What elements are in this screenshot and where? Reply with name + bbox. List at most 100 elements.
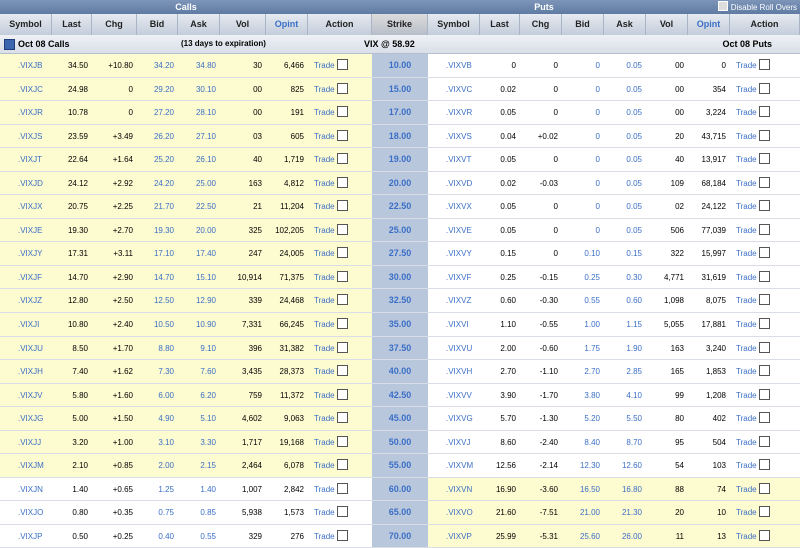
call-action[interactable]: Trade bbox=[308, 524, 372, 548]
call-trade-link[interactable]: Trade bbox=[314, 61, 335, 70]
put-action[interactable]: Trade bbox=[730, 289, 800, 314]
put-trade-link[interactable]: Trade bbox=[736, 367, 757, 377]
put-action[interactable]: Trade bbox=[730, 477, 800, 502]
call-select-checkbox[interactable] bbox=[336, 388, 348, 400]
call-symbol[interactable]: .VIXJX bbox=[0, 195, 52, 219]
put-symbol[interactable]: .VIXVV bbox=[428, 383, 480, 408]
call-select-checkbox[interactable] bbox=[336, 270, 348, 282]
call-symbol[interactable]: .VIXJP bbox=[0, 524, 52, 548]
disable-roll-overs-toggle[interactable]: Disable Roll Overs bbox=[717, 1, 797, 14]
put-select-checkbox[interactable] bbox=[758, 506, 770, 518]
put-trade-link[interactable]: Trade bbox=[736, 178, 757, 188]
puts-header-bid[interactable]: Bid bbox=[562, 14, 604, 35]
call-trade-link[interactable]: Trade bbox=[314, 437, 335, 447]
put-select-checkbox[interactable] bbox=[758, 106, 770, 118]
puts-header-last[interactable]: Last bbox=[480, 14, 520, 35]
put-trade-link[interactable]: Trade bbox=[736, 296, 757, 306]
call-action[interactable]: Trade bbox=[308, 242, 372, 266]
put-symbol[interactable]: .VIXVD bbox=[428, 171, 480, 196]
put-trade-link[interactable]: Trade bbox=[736, 484, 757, 494]
put-action[interactable]: Trade bbox=[730, 171, 800, 196]
call-action[interactable]: Trade bbox=[308, 54, 372, 78]
call-action[interactable]: Trade bbox=[308, 101, 372, 125]
put-trade-link[interactable]: Trade bbox=[736, 84, 757, 94]
put-action[interactable]: Trade bbox=[730, 218, 800, 243]
call-trade-link[interactable]: Trade bbox=[314, 84, 335, 94]
put-symbol[interactable]: .VIXVO bbox=[428, 501, 480, 525]
call-trade-link[interactable]: Trade bbox=[314, 508, 335, 518]
call-action[interactable]: Trade bbox=[308, 289, 372, 314]
put-select-checkbox[interactable] bbox=[758, 82, 770, 94]
put-symbol[interactable]: .VIXVG bbox=[428, 407, 480, 431]
put-trade-link[interactable]: Trade bbox=[736, 437, 757, 447]
call-symbol[interactable]: .VIXJS bbox=[0, 124, 52, 149]
call-select-checkbox[interactable] bbox=[336, 365, 348, 377]
puts-header-chg[interactable]: Chg bbox=[520, 14, 562, 35]
put-action[interactable]: Trade bbox=[730, 407, 800, 431]
put-select-checkbox[interactable] bbox=[758, 435, 770, 447]
calls-header-last[interactable]: Last bbox=[52, 14, 92, 35]
call-action[interactable]: Trade bbox=[308, 218, 372, 243]
put-symbol[interactable]: .VIXVU bbox=[428, 336, 480, 361]
put-trade-link[interactable]: Trade bbox=[736, 272, 757, 282]
call-symbol[interactable]: .VIXJJ bbox=[0, 430, 52, 455]
call-action[interactable]: Trade bbox=[308, 195, 372, 219]
put-select-checkbox[interactable] bbox=[758, 129, 770, 141]
collapse-icon[interactable] bbox=[4, 39, 15, 50]
call-trade-link[interactable]: Trade bbox=[314, 202, 335, 212]
checkbox-icon[interactable] bbox=[717, 1, 728, 11]
put-select-checkbox[interactable] bbox=[758, 341, 770, 353]
put-action[interactable]: Trade bbox=[730, 383, 800, 408]
call-trade-link[interactable]: Trade bbox=[314, 390, 335, 400]
put-symbol[interactable]: .VIXVM bbox=[428, 454, 480, 478]
put-select-checkbox[interactable] bbox=[758, 388, 770, 400]
call-trade-link[interactable]: Trade bbox=[314, 296, 335, 306]
put-trade-link[interactable]: Trade bbox=[736, 131, 757, 141]
call-trade-link[interactable]: Trade bbox=[314, 225, 335, 235]
call-symbol[interactable]: .VIXJI bbox=[0, 313, 52, 337]
call-symbol[interactable]: .VIXJE bbox=[0, 218, 52, 243]
put-action[interactable]: Trade bbox=[730, 524, 800, 548]
puts-header-symbol[interactable]: Symbol bbox=[428, 14, 480, 35]
call-select-checkbox[interactable] bbox=[336, 506, 348, 518]
call-select-checkbox[interactable] bbox=[336, 223, 348, 235]
call-select-checkbox[interactable] bbox=[336, 529, 348, 541]
call-action[interactable]: Trade bbox=[308, 430, 372, 455]
call-symbol[interactable]: .VIXJB bbox=[0, 54, 52, 78]
calls-header-vol[interactable]: Vol bbox=[220, 14, 266, 35]
call-trade-link[interactable]: Trade bbox=[314, 367, 335, 377]
put-symbol[interactable]: .VIXVN bbox=[428, 477, 480, 502]
put-symbol[interactable]: .VIXVF bbox=[428, 265, 480, 290]
put-symbol[interactable]: .VIXVE bbox=[428, 218, 480, 243]
call-action[interactable]: Trade bbox=[308, 124, 372, 149]
call-trade-link[interactable]: Trade bbox=[314, 155, 335, 165]
put-action[interactable]: Trade bbox=[730, 265, 800, 290]
call-action[interactable]: Trade bbox=[308, 336, 372, 361]
call-select-checkbox[interactable] bbox=[336, 435, 348, 447]
calls-header-ask[interactable]: Ask bbox=[178, 14, 220, 35]
call-select-checkbox[interactable] bbox=[336, 153, 348, 165]
put-action[interactable]: Trade bbox=[730, 101, 800, 125]
call-trade-link[interactable]: Trade bbox=[314, 461, 335, 471]
call-select-checkbox[interactable] bbox=[336, 247, 348, 259]
call-trade-link[interactable]: Trade bbox=[314, 249, 335, 259]
put-trade-link[interactable]: Trade bbox=[736, 225, 757, 235]
puts-header-opint[interactable]: Opint bbox=[688, 14, 730, 35]
put-select-checkbox[interactable] bbox=[758, 270, 770, 282]
call-symbol[interactable]: .VIXJH bbox=[0, 360, 52, 384]
call-action[interactable]: Trade bbox=[308, 77, 372, 102]
put-select-checkbox[interactable] bbox=[758, 365, 770, 377]
put-select-checkbox[interactable] bbox=[758, 247, 770, 259]
call-trade-link[interactable]: Trade bbox=[314, 531, 335, 541]
call-symbol[interactable]: .VIXJY bbox=[0, 242, 52, 266]
call-symbol[interactable]: .VIXJC bbox=[0, 77, 52, 102]
put-trade-link[interactable]: Trade bbox=[736, 414, 757, 424]
put-select-checkbox[interactable] bbox=[758, 200, 770, 212]
put-symbol[interactable]: .VIXVB bbox=[428, 54, 480, 78]
put-trade-link[interactable]: Trade bbox=[736, 155, 757, 165]
call-symbol[interactable]: .VIXJF bbox=[0, 265, 52, 290]
call-action[interactable]: Trade bbox=[308, 383, 372, 408]
put-select-checkbox[interactable] bbox=[758, 59, 770, 70]
put-trade-link[interactable]: Trade bbox=[736, 320, 757, 330]
put-trade-link[interactable]: Trade bbox=[736, 202, 757, 212]
